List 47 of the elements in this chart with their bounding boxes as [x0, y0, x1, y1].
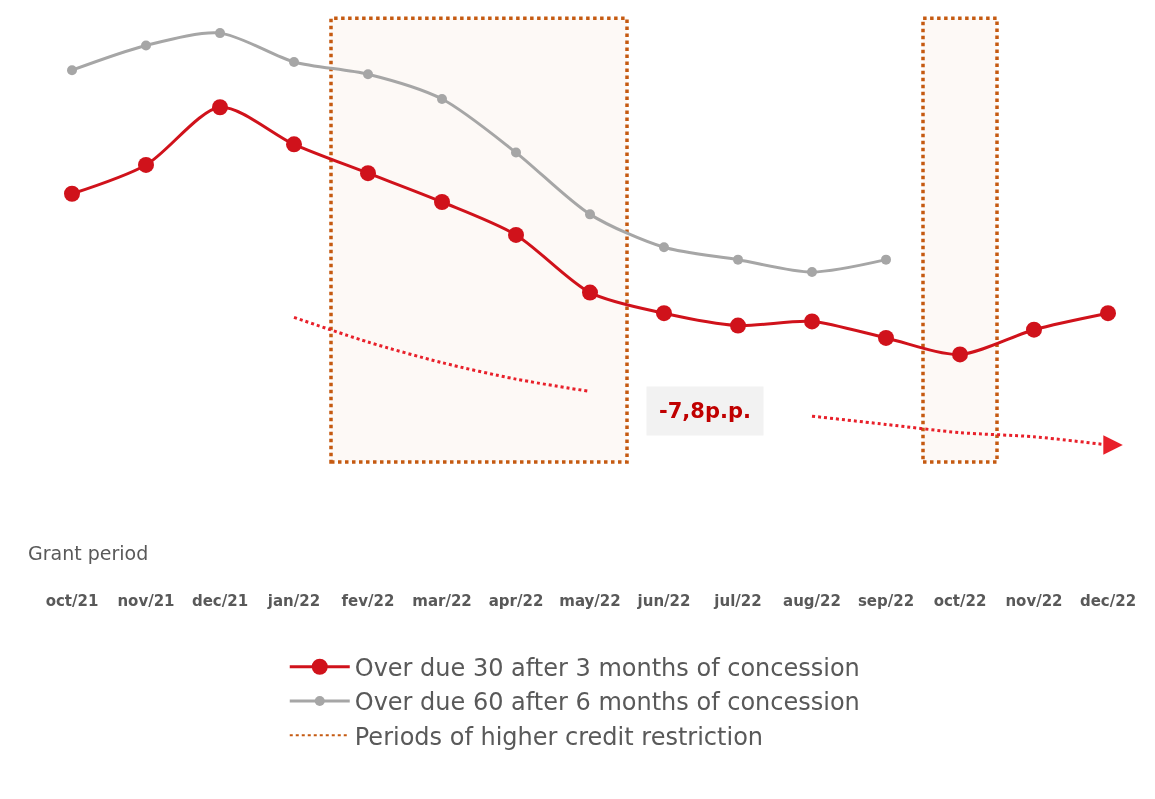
point — [952, 346, 968, 363]
point — [138, 156, 154, 173]
point — [215, 28, 225, 39]
legend-label: Over due 60 after 6 months of concession — [354, 688, 860, 717]
point — [807, 267, 817, 278]
point — [360, 165, 376, 182]
annotation: -7,8p.p. — [659, 399, 751, 423]
x-tick-label: nov/21 — [117, 592, 175, 610]
x-axis-title: Grant period — [28, 542, 149, 564]
point — [881, 254, 891, 265]
x-tick-label: oct/21 — [45, 592, 99, 610]
x-tick-label: aug/22 — [783, 592, 841, 610]
point — [659, 242, 669, 253]
x-tick-label: oct/22 — [933, 592, 987, 610]
point — [289, 56, 299, 67]
point — [363, 69, 373, 80]
x-tick-label: jan/22 — [266, 592, 321, 610]
x-tick-label: fev/22 — [341, 592, 395, 610]
x-tick-label: jul/22 — [713, 592, 762, 610]
point — [730, 317, 746, 334]
point — [67, 65, 77, 76]
point — [508, 226, 524, 243]
point — [804, 313, 820, 330]
x-tick-label: dec/22 — [1079, 592, 1137, 610]
point — [437, 94, 447, 105]
point — [1100, 305, 1116, 322]
legend-label: Periods of higher credit restriction — [354, 722, 764, 751]
x-tick-label: nov/22 — [1005, 592, 1063, 610]
point — [656, 305, 672, 322]
point — [212, 99, 228, 116]
legend-label: Over due 30 after 3 months of concession — [354, 654, 860, 683]
point — [286, 136, 302, 153]
point — [1026, 321, 1042, 338]
x-tick-label: dec/21 — [191, 592, 249, 610]
point — [733, 254, 743, 265]
point — [511, 147, 521, 158]
point — [64, 185, 80, 202]
point — [434, 194, 450, 210]
point — [582, 284, 598, 301]
x-tick-label: jun/22 — [636, 592, 691, 610]
x-tick-label: may/22 — [559, 592, 621, 610]
point — [585, 209, 595, 220]
x-tick-label: apr/22 — [488, 592, 544, 610]
x-tick-label: mar/22 — [412, 592, 472, 610]
point — [878, 329, 894, 346]
x-tick-label: sep/22 — [857, 592, 915, 610]
point — [141, 40, 151, 51]
